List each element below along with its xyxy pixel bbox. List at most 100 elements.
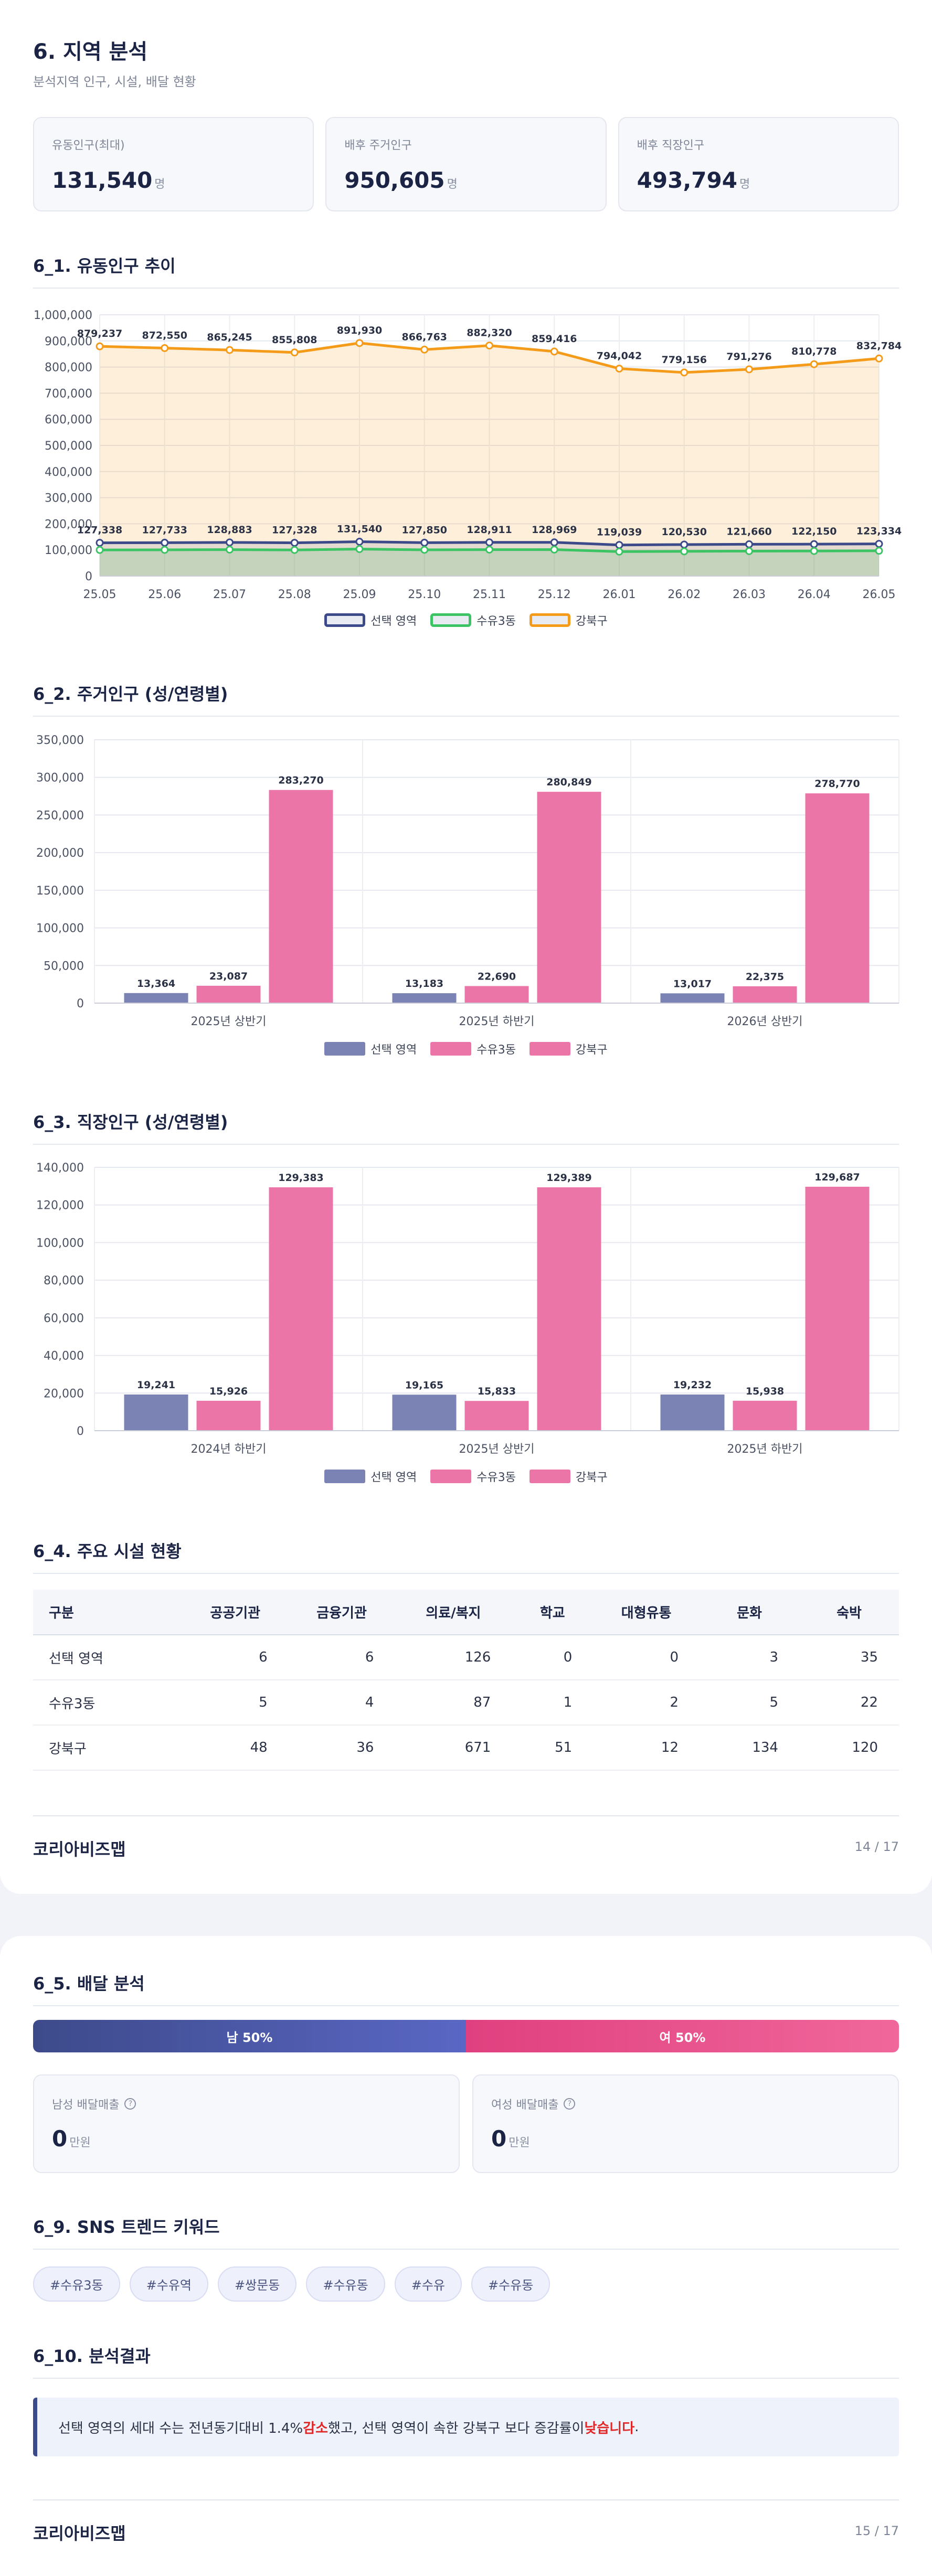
data-point[interactable] xyxy=(485,342,493,350)
data-label: 15,833 xyxy=(478,1386,516,1397)
legend-item[interactable]: 수유3동 xyxy=(430,1040,516,1057)
data-point[interactable] xyxy=(420,538,429,547)
data-point[interactable] xyxy=(550,546,558,554)
data-label: 13,017 xyxy=(673,978,712,989)
data-label: 122,150 xyxy=(791,526,837,537)
data-point[interactable] xyxy=(420,345,429,354)
data-point[interactable] xyxy=(810,547,818,555)
legend-item[interactable]: 수유3동 xyxy=(430,612,516,629)
data-point[interactable] xyxy=(161,546,169,554)
legend-item[interactable]: 선택 영역 xyxy=(324,1040,417,1057)
x-tick-label: 25.08 xyxy=(278,588,311,601)
kpi-card-workplace: 배후 직장인구 493,794 명 xyxy=(618,117,899,211)
bar[interactable] xyxy=(392,1395,457,1431)
bar[interactable] xyxy=(196,985,261,1003)
data-point[interactable] xyxy=(226,538,234,547)
question-icon[interactable]: ? xyxy=(564,2098,576,2110)
legend-item[interactable]: 수유3동 xyxy=(430,1468,516,1485)
data-point[interactable] xyxy=(96,539,104,547)
data-point[interactable] xyxy=(290,546,299,554)
data-point[interactable] xyxy=(745,540,753,548)
divider xyxy=(33,2005,899,2006)
data-point[interactable] xyxy=(875,354,883,363)
data-point[interactable] xyxy=(550,347,558,356)
bar[interactable] xyxy=(660,1395,725,1431)
bar[interactable] xyxy=(269,790,333,1003)
kpi-value: 131,540 명 xyxy=(52,167,165,193)
data-point[interactable] xyxy=(290,348,299,357)
divider xyxy=(33,1144,899,1145)
keyword-tag[interactable]: #수유동 xyxy=(306,2266,385,2302)
bar[interactable] xyxy=(660,993,725,1003)
legend-item[interactable]: 선택 영역 xyxy=(324,1468,417,1485)
bar[interactable] xyxy=(196,1400,261,1431)
legend-item[interactable]: 강북구 xyxy=(529,1040,608,1057)
y-tick-label: 20,000 xyxy=(44,1387,84,1400)
data-label: 127,850 xyxy=(401,524,447,536)
data-point[interactable] xyxy=(226,346,234,354)
table-cell: 6 xyxy=(288,1635,395,1680)
bar[interactable] xyxy=(733,1400,797,1431)
data-point[interactable] xyxy=(875,547,883,555)
bar[interactable] xyxy=(805,793,870,1003)
data-label: 127,338 xyxy=(77,525,123,536)
data-point[interactable] xyxy=(680,547,689,556)
data-point[interactable] xyxy=(485,538,493,547)
divider xyxy=(33,2249,899,2250)
keyword-tag[interactable]: #쌍문동 xyxy=(217,2266,297,2302)
data-point[interactable] xyxy=(96,546,104,554)
table-cell: 671 xyxy=(395,1725,512,1771)
data-point[interactable] xyxy=(161,538,169,547)
y-tick-label: 60,000 xyxy=(44,1312,84,1325)
bar[interactable] xyxy=(124,1395,188,1431)
legend-item[interactable]: 강북구 xyxy=(529,1468,608,1485)
legend-item[interactable]: 강북구 xyxy=(529,612,608,629)
keyword-tag[interactable]: #수유3동 xyxy=(33,2266,120,2302)
data-point[interactable] xyxy=(875,540,883,548)
bar[interactable] xyxy=(269,1187,333,1431)
column-header: 학교 xyxy=(512,1590,594,1635)
data-point[interactable] xyxy=(680,368,689,377)
keyword-tag[interactable]: #수유동 xyxy=(471,2266,550,2302)
data-point[interactable] xyxy=(485,546,493,554)
data-label: 129,383 xyxy=(278,1172,324,1184)
x-tick-label: 26.03 xyxy=(733,588,766,601)
x-category-label: 2025년 하반기 xyxy=(459,1015,535,1028)
bar[interactable] xyxy=(392,993,457,1003)
data-point[interactable] xyxy=(226,546,234,554)
data-point[interactable] xyxy=(810,360,818,368)
data-point[interactable] xyxy=(810,540,818,548)
data-point[interactable] xyxy=(290,539,299,547)
data-point[interactable] xyxy=(680,540,689,549)
data-point[interactable] xyxy=(355,339,364,347)
data-point[interactable] xyxy=(96,342,104,350)
data-point[interactable] xyxy=(615,365,623,373)
bar[interactable] xyxy=(537,792,601,1003)
kpi-label: 배후 주거인구 xyxy=(344,139,412,152)
section-title-floating: 6_1. 유동인구 추이 xyxy=(33,256,176,276)
y-tick-label: 200,000 xyxy=(36,847,84,860)
data-point[interactable] xyxy=(355,537,364,546)
column-header: 문화 xyxy=(700,1590,799,1635)
data-label: 855,808 xyxy=(272,334,317,346)
data-point[interactable] xyxy=(420,546,429,554)
data-point[interactable] xyxy=(550,538,558,547)
data-point[interactable] xyxy=(615,541,623,549)
keyword-tag[interactable]: #수유 xyxy=(394,2266,462,2302)
data-point[interactable] xyxy=(355,545,364,553)
table-cell: 4 xyxy=(288,1680,395,1726)
data-point[interactable] xyxy=(161,344,169,352)
bar[interactable] xyxy=(537,1187,601,1431)
bar[interactable] xyxy=(805,1186,870,1431)
bar[interactable] xyxy=(733,986,797,1003)
bar[interactable] xyxy=(464,1401,529,1431)
kpi-card-floating: 유동인구(최대) 131,540 명 xyxy=(33,117,314,211)
question-icon[interactable]: ? xyxy=(124,2098,136,2110)
bar[interactable] xyxy=(124,993,188,1003)
data-point[interactable] xyxy=(745,365,753,374)
legend-item[interactable]: 선택 영역 xyxy=(324,612,417,629)
data-point[interactable] xyxy=(615,547,623,556)
data-point[interactable] xyxy=(745,547,753,555)
bar[interactable] xyxy=(464,986,529,1003)
keyword-tag[interactable]: #수유역 xyxy=(129,2266,208,2302)
